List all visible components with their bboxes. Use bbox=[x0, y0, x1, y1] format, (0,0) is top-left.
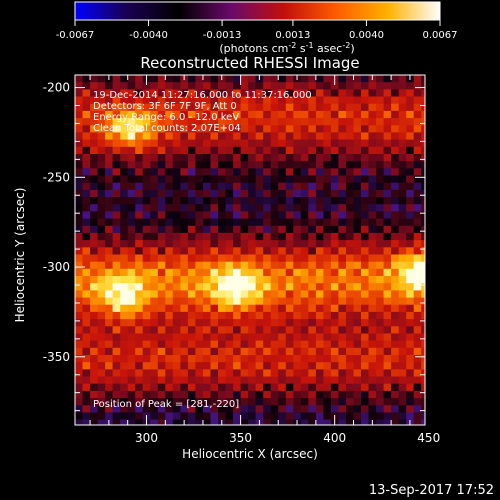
y-tick-label: -200 bbox=[43, 81, 70, 95]
x-tick-label: 450 bbox=[417, 431, 440, 445]
colorbar bbox=[74, 1, 441, 21]
annotation-counts: Clean Total counts: 2.07E+04 bbox=[93, 123, 241, 134]
colorbar-unit-label: (photons cm-2 s-1 asec-2) bbox=[219, 41, 354, 55]
peak-position-label: Position of Peak = [281,-220] bbox=[93, 399, 239, 410]
colorbar-tick-label: -0.0013 bbox=[203, 30, 242, 41]
y-tick-label: -300 bbox=[43, 260, 70, 274]
x-tick-label: 300 bbox=[135, 431, 158, 445]
annotation-energy-range: Energy Range: 6.0 - 12.0 keV bbox=[93, 112, 239, 123]
y-tick-label: -350 bbox=[43, 350, 70, 364]
colorbar-tick-label: -0.0067 bbox=[56, 30, 95, 41]
x-axis-label: Heliocentric X (arcsec) bbox=[182, 447, 318, 461]
colorbar-tick-label: 0.0040 bbox=[349, 30, 384, 41]
colorbar-tick-label: 0.0013 bbox=[275, 30, 310, 41]
image-title: Reconstructed RHESSI Image bbox=[140, 54, 359, 72]
plot-frame bbox=[74, 74, 426, 426]
colorbar-tick-label: -0.0040 bbox=[129, 30, 168, 41]
colorbar-ticks: -0.0067 -0.0040 -0.0013 0.0013 0.0040 0.0067 bbox=[56, 20, 458, 41]
annotation-detectors: Detectors: 3F 6F 7F 9F, Att 0 bbox=[93, 101, 237, 112]
axis-ticks: 300 350 400 450 -200 -250 -300 -350 bbox=[43, 75, 440, 445]
heatmap-image bbox=[75, 75, 425, 425]
colorbar-tick-label: 0.0067 bbox=[423, 30, 458, 41]
x-tick-label: 350 bbox=[229, 431, 252, 445]
image-annotations: 19-Dec-2014 11:27:16.000 to 11:37:16.000… bbox=[93, 90, 312, 410]
annotation-time-range: 19-Dec-2014 11:27:16.000 to 11:37:16.000 bbox=[93, 90, 312, 101]
y-axis-label: Heliocentric Y (arcsec) bbox=[13, 188, 27, 323]
timestamp: 13-Sep-2017 17:52 bbox=[369, 483, 494, 498]
y-tick-label: -250 bbox=[43, 170, 70, 184]
x-tick-label: 400 bbox=[323, 431, 346, 445]
